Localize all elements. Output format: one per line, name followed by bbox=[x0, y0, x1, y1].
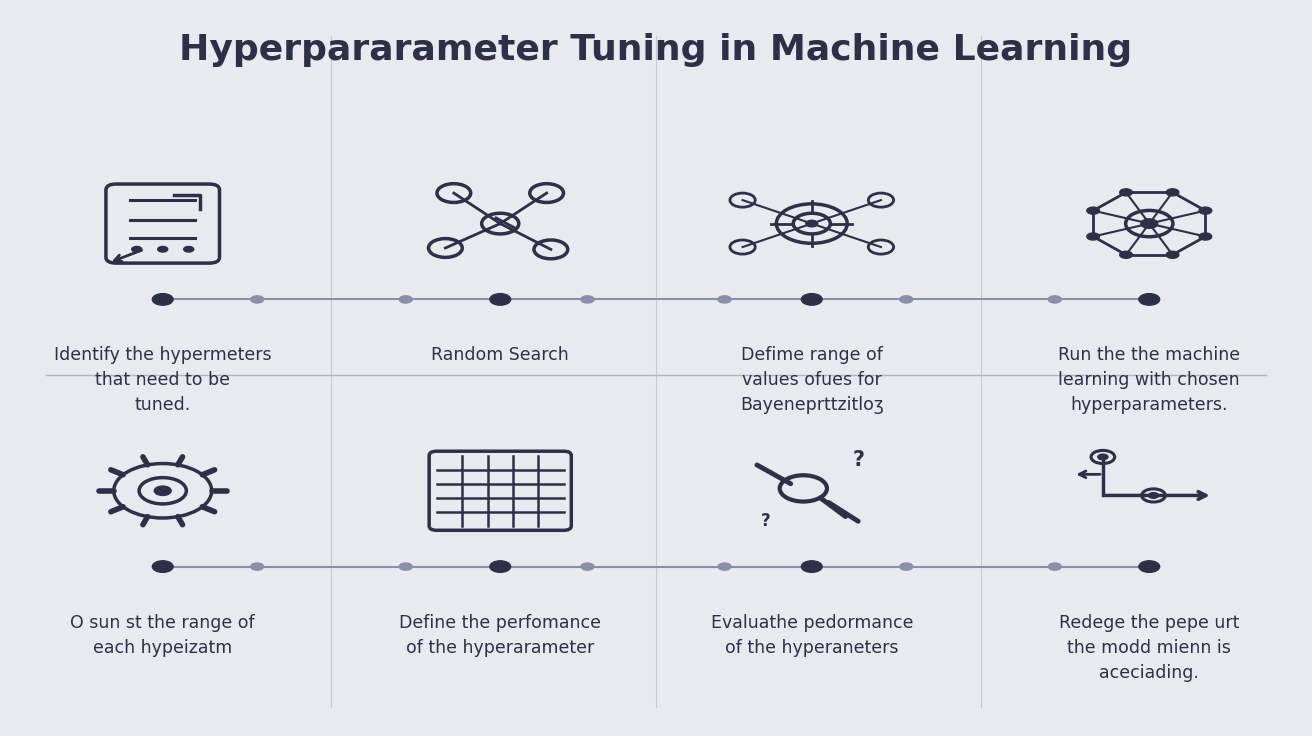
Circle shape bbox=[489, 294, 510, 305]
Text: Identify the hypermeters
that need to be
tuned.: Identify the hypermeters that need to be… bbox=[54, 347, 272, 414]
Text: O sun st the range of
each hypeizatm: O sun st the range of each hypeizatm bbox=[71, 614, 255, 657]
Circle shape bbox=[251, 563, 264, 570]
Circle shape bbox=[1048, 296, 1061, 303]
Circle shape bbox=[1119, 189, 1132, 196]
Text: Redege the pepe urt
the modd mienn is
aceciading.: Redege the pepe urt the modd mienn is ac… bbox=[1059, 614, 1240, 682]
Text: Defime range of
values ofues for
Bayeneprttzitloʒ: Defime range of values ofues for Bayenep… bbox=[740, 347, 884, 414]
Circle shape bbox=[718, 563, 731, 570]
Circle shape bbox=[1139, 294, 1160, 305]
Circle shape bbox=[157, 247, 168, 252]
Circle shape bbox=[155, 486, 171, 495]
Circle shape bbox=[1119, 251, 1132, 258]
Circle shape bbox=[581, 296, 594, 303]
Circle shape bbox=[152, 294, 173, 305]
Circle shape bbox=[489, 561, 510, 573]
Circle shape bbox=[1086, 207, 1099, 214]
Circle shape bbox=[1141, 219, 1157, 228]
Circle shape bbox=[1166, 189, 1179, 196]
Circle shape bbox=[1199, 207, 1212, 214]
Circle shape bbox=[251, 296, 264, 303]
Circle shape bbox=[399, 563, 412, 570]
Circle shape bbox=[1048, 563, 1061, 570]
Text: Define the perfomance
of the hyperarameter: Define the perfomance of the hyperaramet… bbox=[399, 614, 601, 657]
Text: Evaluathe pedormance
of the hyperaneters: Evaluathe pedormance of the hyperaneters bbox=[711, 614, 913, 657]
Circle shape bbox=[1199, 233, 1212, 240]
Text: ?: ? bbox=[853, 450, 865, 470]
Circle shape bbox=[900, 563, 913, 570]
Circle shape bbox=[581, 563, 594, 570]
Circle shape bbox=[399, 296, 412, 303]
Circle shape bbox=[802, 294, 823, 305]
Text: Random Search: Random Search bbox=[432, 347, 569, 364]
Circle shape bbox=[152, 561, 173, 573]
Circle shape bbox=[1139, 561, 1160, 573]
Circle shape bbox=[1098, 454, 1107, 460]
Circle shape bbox=[1086, 233, 1099, 240]
Circle shape bbox=[806, 220, 817, 227]
Text: ?: ? bbox=[761, 512, 770, 530]
Circle shape bbox=[184, 247, 194, 252]
Circle shape bbox=[1166, 251, 1179, 258]
Text: Run the the machine
learning with chosen
hyperparameters.: Run the the machine learning with chosen… bbox=[1059, 347, 1240, 414]
Circle shape bbox=[1148, 492, 1158, 498]
Text: Hyperpararameter Tuning in Machine Learning: Hyperpararameter Tuning in Machine Learn… bbox=[180, 33, 1132, 67]
Circle shape bbox=[900, 296, 913, 303]
Circle shape bbox=[718, 296, 731, 303]
Circle shape bbox=[802, 561, 823, 573]
Circle shape bbox=[131, 247, 142, 252]
